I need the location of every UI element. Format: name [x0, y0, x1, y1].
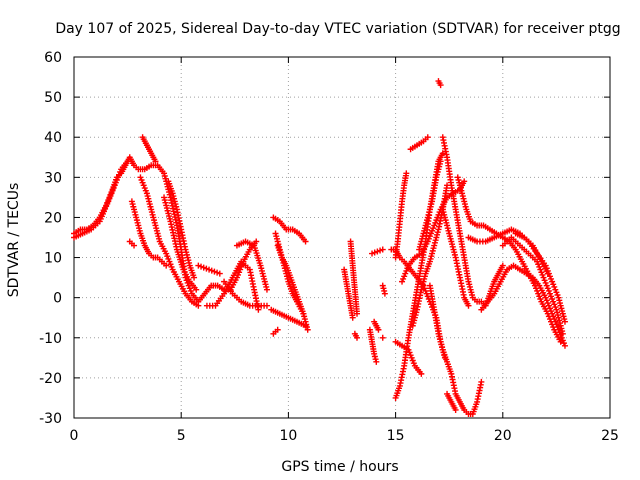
x-tick-label: 5	[177, 428, 186, 444]
data-point	[561, 342, 568, 349]
data-point	[379, 246, 386, 253]
data-point	[437, 158, 444, 165]
y-tick-label: 60	[44, 50, 62, 66]
y-tick-label: 20	[44, 210, 62, 226]
data-point	[465, 302, 472, 309]
data-point	[274, 326, 281, 333]
data-point	[191, 274, 198, 281]
data-point	[375, 326, 382, 333]
y-tick-label: 40	[44, 130, 62, 146]
data-point	[461, 178, 468, 185]
chart-title: Day 107 of 2025, Sidereal Day-to-day VTE…	[55, 21, 620, 37]
data-point	[300, 310, 307, 317]
data-point	[544, 270, 551, 277]
axis-ticks: 0 5 10 15 20 25 -30 -20 -10 0 10 20 30 40 50 60	[39, 50, 619, 444]
data-point	[381, 290, 388, 297]
x-tick-label: 0	[70, 428, 79, 444]
data-point	[439, 150, 446, 157]
y-tick-label: -30	[39, 411, 62, 427]
y-tick-label: 10	[44, 251, 62, 267]
data-point	[418, 370, 425, 377]
data-point	[124, 158, 131, 165]
x-tick-label: 10	[279, 428, 297, 444]
data-point	[302, 322, 309, 329]
data-point	[302, 238, 309, 245]
y-tick-label: 50	[44, 90, 62, 106]
data-point	[379, 334, 386, 341]
y-axis-label: SDTVAR / TECUs	[6, 183, 22, 298]
data-points	[71, 78, 568, 417]
data-point	[263, 286, 270, 293]
data-point	[403, 170, 410, 177]
data-point	[559, 330, 566, 337]
x-tick-label: 15	[387, 428, 405, 444]
y-tick-label: -10	[39, 331, 62, 347]
data-point	[253, 238, 260, 245]
data-point	[354, 310, 361, 317]
y-tick-label: 30	[44, 170, 62, 186]
data-point	[304, 326, 311, 333]
y-tick-label: 0	[53, 291, 62, 307]
data-point	[354, 334, 361, 341]
data-point	[193, 286, 200, 293]
y-tick-label: -20	[39, 371, 62, 387]
data-point	[195, 302, 202, 309]
data-point	[263, 302, 270, 309]
data-point	[131, 242, 138, 249]
grid-lines	[74, 57, 610, 418]
data-point	[349, 314, 356, 321]
plot-frame	[73, 56, 611, 419]
data-point	[373, 358, 380, 365]
x-tick-label: 25	[601, 428, 619, 444]
data-point	[478, 378, 485, 385]
data-point	[437, 82, 444, 89]
data-point	[424, 134, 431, 141]
data-point	[216, 270, 223, 277]
x-tick-label: 20	[494, 428, 512, 444]
x-axis-label: GPS time / hours	[281, 459, 398, 475]
data-point	[499, 262, 506, 269]
data-point	[561, 318, 568, 325]
data-point	[152, 158, 159, 165]
data-point	[452, 406, 459, 413]
data-point	[163, 262, 170, 269]
